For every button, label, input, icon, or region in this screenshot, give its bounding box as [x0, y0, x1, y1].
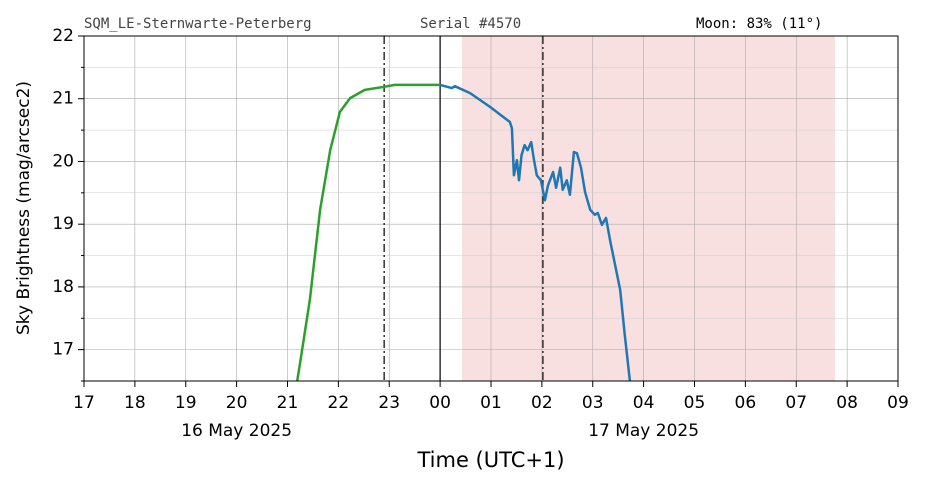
x-tick-label: 22: [328, 393, 350, 413]
x-tick-label: 00: [429, 393, 451, 413]
station-name: SQM_LE-Sternwarte-Peterberg: [84, 16, 312, 32]
x-tick-label: 19: [175, 393, 197, 413]
shaded-region: [462, 36, 835, 381]
x-tick-label: 05: [684, 393, 706, 413]
x-axis-label: Time (UTC+1): [416, 448, 564, 472]
x-tick-label: 18: [124, 393, 146, 413]
x-tick-label: 02: [531, 393, 553, 413]
series-line: [439, 83, 632, 381]
x-tick-label: 21: [277, 393, 299, 413]
plot-area: [84, 36, 898, 381]
y-tick-label: 17: [52, 340, 74, 360]
x-tick-label: 09: [887, 393, 909, 413]
x-tick-label: 17: [73, 393, 95, 413]
x-tick-label: 23: [378, 393, 400, 413]
plot-frame: [83, 35, 899, 382]
series-line: [295, 83, 441, 381]
y-tick-label: 20: [52, 151, 74, 171]
x-tick-label: 06: [735, 393, 757, 413]
y-tick-label: 22: [52, 26, 74, 46]
x-tick-label: 04: [633, 393, 655, 413]
moon-info: Moon: 83% (11°): [696, 16, 822, 32]
date-label: 16 May 2025: [181, 421, 292, 441]
y-tick-label: 18: [52, 277, 74, 297]
serial: Serial #4570: [420, 16, 521, 32]
x-tick-label: 01: [480, 393, 502, 413]
date-label: 17 May 2025: [588, 421, 699, 441]
x-tick-label: 07: [785, 393, 807, 413]
x-tick-label: 20: [226, 393, 248, 413]
x-tick-label: 03: [582, 393, 604, 413]
y-axis-label: Sky Brightness (mag/arcsec2): [14, 81, 34, 335]
y-tick-label: 19: [52, 214, 74, 234]
y-tick-label: 21: [52, 89, 74, 109]
x-tick-label: 08: [836, 393, 858, 413]
